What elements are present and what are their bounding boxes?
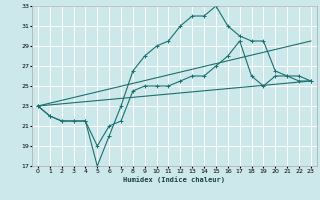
X-axis label: Humidex (Indice chaleur): Humidex (Indice chaleur)	[124, 176, 225, 183]
